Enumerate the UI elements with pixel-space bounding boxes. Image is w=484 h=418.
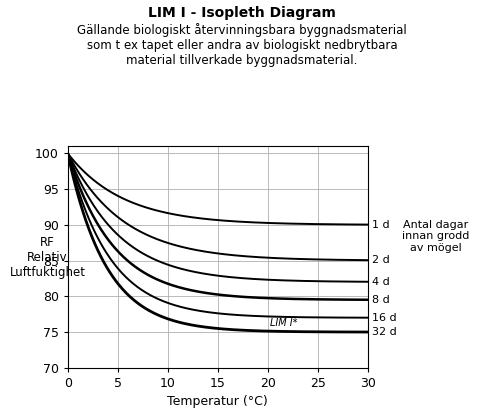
Text: 1 d: 1 d	[372, 219, 390, 229]
Text: Gällande biologiskt återvinningsbara byggnadsmaterial
som t ex tapet eller andra: Gällande biologiskt återvinningsbara byg…	[77, 23, 407, 67]
Text: 2 d: 2 d	[372, 255, 390, 265]
Text: 16 d: 16 d	[372, 313, 396, 323]
Text: LIM I*: LIM I*	[270, 318, 297, 328]
X-axis label: Temperatur (°C): Temperatur (°C)	[167, 395, 268, 408]
Text: 4 d: 4 d	[372, 277, 390, 287]
Text: RF
Relativ
Luftfuktighet: RF Relativ Luftfuktighet	[10, 236, 86, 278]
Text: Antal dagar
innan grodd
av mögel: Antal dagar innan grodd av mögel	[402, 219, 469, 253]
Text: LIM I - Isopleth Diagram: LIM I - Isopleth Diagram	[148, 6, 336, 20]
Text: 32 d: 32 d	[372, 327, 396, 337]
Text: 8 d: 8 d	[372, 295, 390, 305]
